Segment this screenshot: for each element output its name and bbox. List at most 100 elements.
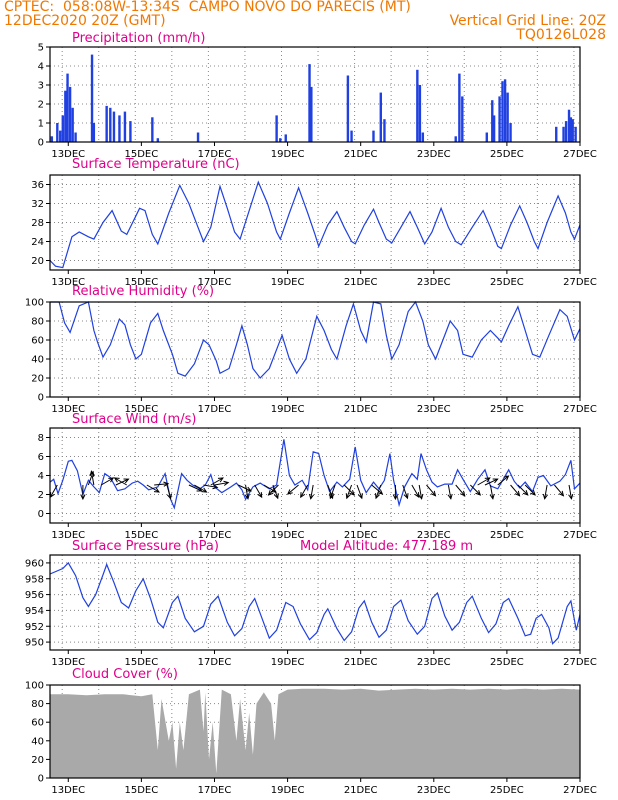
precip-xtick-label: 19DEC	[271, 149, 305, 160]
wind-wind-vector-head	[447, 493, 453, 500]
pressure-frame	[49, 554, 581, 651]
header-line3-right: TQ0126L028	[516, 27, 606, 43]
wind-wind-vector-head	[163, 481, 170, 487]
rh-series-line	[50, 300, 581, 379]
pressure-xtick-label: 13DEC	[51, 657, 85, 668]
wind-wind-vector-head	[257, 492, 263, 499]
pressure-xtick-label: 17DEC	[198, 657, 232, 668]
precip-bar	[501, 81, 504, 142]
wind-xtick-label: 27DEC	[563, 530, 597, 541]
wind-wind-vector-head	[542, 493, 549, 500]
wind-wind-vector-head	[459, 490, 466, 497]
precip-bar	[61, 115, 64, 142]
wind-series-line	[49, 439, 581, 510]
cloud-area	[50, 688, 580, 778]
wind-wind-vector	[329, 484, 336, 499]
pressure-xtick-label: 19DEC	[271, 657, 305, 668]
pressure-ytick-label: 960	[25, 558, 44, 569]
precip-bar	[310, 86, 313, 142]
cloud-xtick-label: 23DEC	[417, 785, 451, 796]
wind-wind-vector	[356, 484, 363, 499]
precip-bar	[74, 132, 77, 142]
wind-xtick-label: 15DEC	[125, 530, 159, 541]
wind-wind-vector	[469, 484, 481, 496]
precip-bar	[555, 126, 558, 142]
precip-bar	[567, 109, 571, 142]
precip-bar	[196, 132, 200, 142]
precip-bar	[485, 132, 488, 142]
temp-ytick-label: 24	[31, 237, 44, 248]
wind-title: Surface Wind (m/s)	[72, 412, 196, 427]
rh-xtick-label: 21DEC	[344, 404, 378, 415]
header-line2-right: Vertical Grid Line: 20Z	[449, 13, 606, 29]
pressure-xtick-label: 25DEC	[490, 657, 524, 668]
rh-ytick-label: 80	[31, 317, 44, 328]
precip-bar	[503, 79, 507, 142]
wind-wind-vector-head	[377, 489, 384, 495]
rh-ytick-label: 20	[31, 374, 44, 385]
precip-bar	[416, 69, 419, 142]
cloud-xtick-label: 19DEC	[271, 785, 305, 796]
wind-wind-vector-head	[489, 493, 495, 500]
rh-ytick-label: 40	[31, 355, 44, 366]
wind-wind-vector	[411, 484, 420, 498]
rh-xtick-label: 13DEC	[51, 404, 85, 415]
precip-bar	[109, 107, 112, 142]
wind-wind-vector	[114, 477, 128, 486]
wind-wind-vector	[49, 484, 58, 498]
precip-bar	[112, 111, 116, 142]
temp-xtick-label: 13DEC	[51, 277, 85, 288]
wind-wind-vector	[524, 484, 536, 496]
wind-wind-vector-head	[558, 490, 565, 497]
wind-wind-vector	[254, 484, 263, 498]
precip-bar	[498, 96, 501, 142]
cloud-xtick-label: 13DEC	[51, 785, 85, 796]
wind-wind-vector-head	[568, 493, 574, 500]
wind-wind-vector	[402, 484, 408, 499]
wind-wind-vector	[166, 484, 172, 499]
rh-xtick-label: 19DEC	[271, 404, 305, 415]
temp-series-line	[49, 180, 581, 269]
wind-wind-vector	[544, 484, 548, 499]
wind-xtick-label: 21DEC	[344, 530, 378, 541]
wind-wind-vector-head	[530, 490, 536, 496]
precip-bar	[461, 96, 464, 142]
pressure-ytick-label: 956	[25, 590, 44, 601]
pressure-xtick-label: 15DEC	[125, 657, 159, 668]
wind-wind-vector	[100, 477, 114, 486]
temp-ytick-label: 32	[31, 199, 44, 210]
rh-xtick-label: 23DEC	[417, 404, 451, 415]
cloud-ytick-label: 80	[31, 699, 44, 710]
wind-wind-vector	[272, 484, 279, 499]
precip-xtick-label: 23DEC	[417, 149, 451, 160]
temp-xtick-label: 27DEC	[563, 277, 597, 288]
wind-wind-vector-head	[475, 490, 482, 496]
precip-bar	[68, 86, 72, 142]
precip-bar	[50, 136, 54, 142]
pressure-ytick-label: 950	[25, 638, 44, 649]
cloud-xtick-label: 21DEC	[344, 785, 378, 796]
precip-xtick-label: 13DEC	[51, 149, 85, 160]
precip-xtick-label: 15DEC	[125, 149, 159, 160]
precip-bar	[383, 119, 386, 142]
wind-wind-vector	[497, 475, 509, 486]
pressure-subtitle: Model Altitude: 477.189 m	[300, 539, 473, 554]
precip-title: Precipitation (mm/h)	[72, 31, 205, 46]
wind-wind-vector-head	[329, 493, 335, 500]
precip-bar	[92, 123, 96, 142]
wind-wind-vector-head	[89, 470, 95, 477]
pressure-ytick-label: 952	[25, 622, 44, 633]
precip-bar	[372, 130, 375, 142]
wind-wind-vector	[203, 484, 218, 488]
wind-wind-vector-head	[217, 477, 224, 483]
precip-bar	[379, 92, 382, 142]
wind-wind-vector	[238, 484, 252, 492]
precip-bar	[308, 64, 311, 142]
cloud-title: Cloud Cover (%)	[72, 667, 178, 682]
wind-wind-vector-head	[223, 480, 230, 486]
wind-wind-vector	[327, 484, 334, 499]
wind-wind-vector	[510, 484, 520, 497]
pressure-ytick-label: 958	[25, 574, 44, 585]
wind-wind-vector	[346, 484, 353, 499]
wind-xtick-label: 23DEC	[417, 530, 451, 541]
